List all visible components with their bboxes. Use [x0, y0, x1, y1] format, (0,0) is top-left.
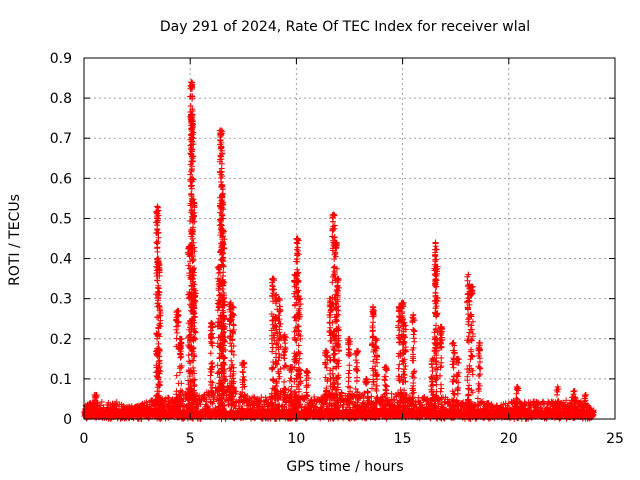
x-tick-label: 20 [500, 431, 518, 447]
y-tick-label: 0.4 [50, 252, 72, 268]
data-points [81, 79, 597, 422]
y-tick-label: 0.9 [50, 51, 72, 67]
plot-frame [83, 57, 616, 420]
y-axis-label: ROTI / TECUs [7, 194, 23, 286]
x-tick-label: 15 [394, 431, 412, 447]
x-tick-label: 10 [287, 431, 305, 447]
x-tick-label: 25 [606, 431, 624, 447]
y-tick-label: 0.2 [50, 332, 72, 348]
roti-series-points [81, 79, 597, 422]
y-tick-label: 0.3 [50, 292, 72, 308]
y-tick-label: 0.6 [50, 171, 72, 187]
x-tick-label: 0 [80, 431, 89, 447]
y-tick-label: 0.7 [50, 131, 72, 147]
x-tick-label: 5 [186, 431, 195, 447]
axis-ticks: 0 5 10 15 20 25 0 0.1 0.2 0.3 0.4 0.5 0.6 0.7 0.8 0.9 [50, 51, 624, 447]
x-axis-label: GPS time / hours [286, 459, 403, 475]
y-tick-label: 0.8 [50, 91, 72, 107]
chart-title: Day 291 of 2024, Rate Of TEC Index for r… [160, 19, 530, 35]
y-tick-label: 0.5 [50, 211, 72, 227]
y-tick-label: 0.1 [50, 372, 72, 388]
y-tick-label: 0 [63, 412, 72, 428]
